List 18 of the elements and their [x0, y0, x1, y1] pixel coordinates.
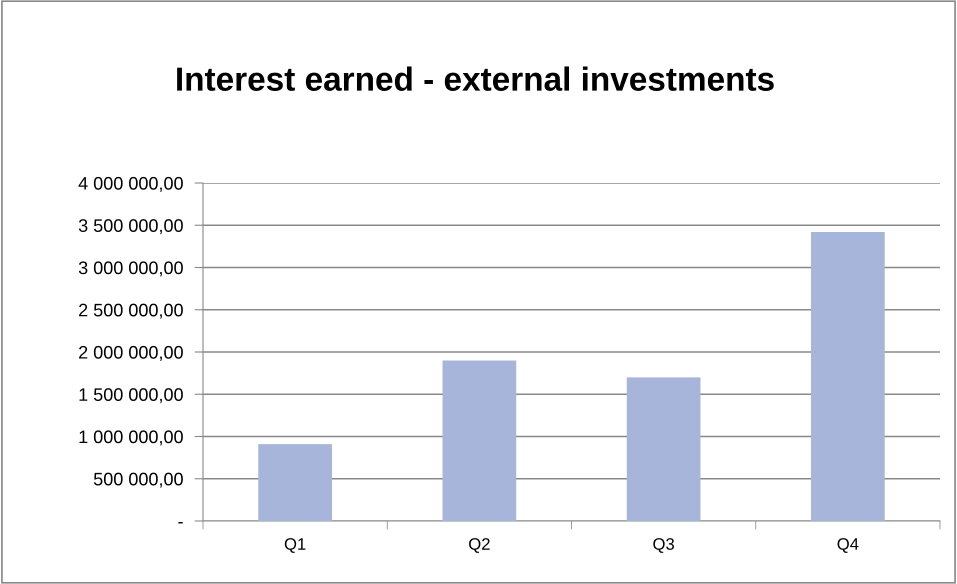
bar	[442, 360, 516, 521]
y-tick-label: 3 500 000,00	[78, 219, 183, 234]
y-tick-label: 2 000 000,00	[79, 346, 183, 361]
y-tick-label: 4 000 000,00	[78, 176, 183, 192]
x-tick-label: Q2	[469, 538, 490, 553]
y-tick-label: 1 000 000,00	[80, 430, 183, 446]
x-tick-label: Q3	[653, 538, 674, 553]
y-tick-label: -	[178, 522, 183, 524]
bar	[626, 377, 700, 521]
bar	[811, 232, 885, 521]
y-tick-label: 1 500 000,00	[80, 388, 183, 404]
y-tick-label: 3 000 000,00	[78, 261, 183, 276]
y-tick-label: 500 000,00	[94, 472, 183, 488]
x-tick-label: Q1	[284, 538, 306, 553]
chart-title: Interest earned - external investments	[177, 66, 774, 91]
y-tick-label: 2 500 000,00	[79, 304, 183, 319]
x-tick-label: Q4	[838, 538, 859, 553]
bar	[258, 444, 332, 521]
